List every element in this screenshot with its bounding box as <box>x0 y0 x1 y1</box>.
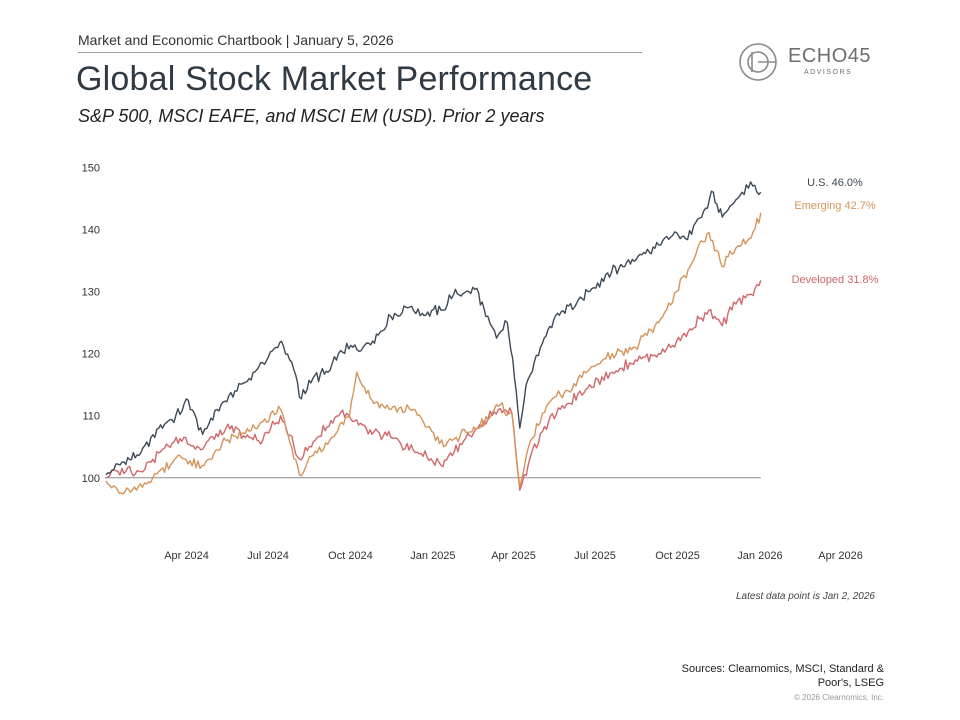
x-tick-label: Oct 2024 <box>328 550 373 562</box>
latest-data-note: Latest data point is Jan 2, 2026 <box>736 591 875 602</box>
x-tick-label: Apr 2025 <box>491 550 536 562</box>
logo-tagline: ADVISORS <box>804 69 853 76</box>
series-end-label: U.S. 46.0% <box>807 177 863 189</box>
echo45-logo: ECHO45 ADVISORS <box>738 42 878 82</box>
x-tick-label: Jan 2026 <box>737 550 782 562</box>
y-tick-label: 140 <box>82 224 100 236</box>
copyright-text: © 2026 Clearnomics, Inc. <box>794 693 884 702</box>
x-tick-label: Oct 2025 <box>655 550 700 562</box>
y-tick-label: 110 <box>82 411 100 423</box>
y-tick-label: 100 <box>82 473 100 485</box>
x-tick-label: Jan 2025 <box>410 550 455 562</box>
sources-text: Sources: Clearnomics, MSCI, Standard & P… <box>681 663 884 689</box>
echo45-circle-logo-icon <box>739 43 777 81</box>
series-line-us <box>105 181 762 476</box>
series-end-label: Developed 31.8% <box>792 274 879 286</box>
y-tick-label: 150 <box>82 162 100 174</box>
y-tick-label: 120 <box>82 349 100 361</box>
x-tick-label: Jul 2025 <box>574 550 616 562</box>
x-tick-label: Apr 2026 <box>818 550 863 562</box>
y-tick-label: 130 <box>82 287 100 299</box>
x-tick-label: Apr 2024 <box>164 550 209 562</box>
page-subtitle: S&P 500, MSCI EAFE, and MSCI EM (USD). P… <box>78 106 545 126</box>
series-line-emerging <box>105 212 762 495</box>
x-tick-label: Jul 2024 <box>247 550 289 562</box>
series-end-label: Emerging 42.7% <box>794 200 876 212</box>
page-title: Global Stock Market Performance <box>76 60 593 98</box>
logo-name: ECHO45 <box>788 45 872 67</box>
chartbook-header: Market and Economic Chartbook | January … <box>78 32 642 53</box>
series-line-developed <box>105 280 762 491</box>
